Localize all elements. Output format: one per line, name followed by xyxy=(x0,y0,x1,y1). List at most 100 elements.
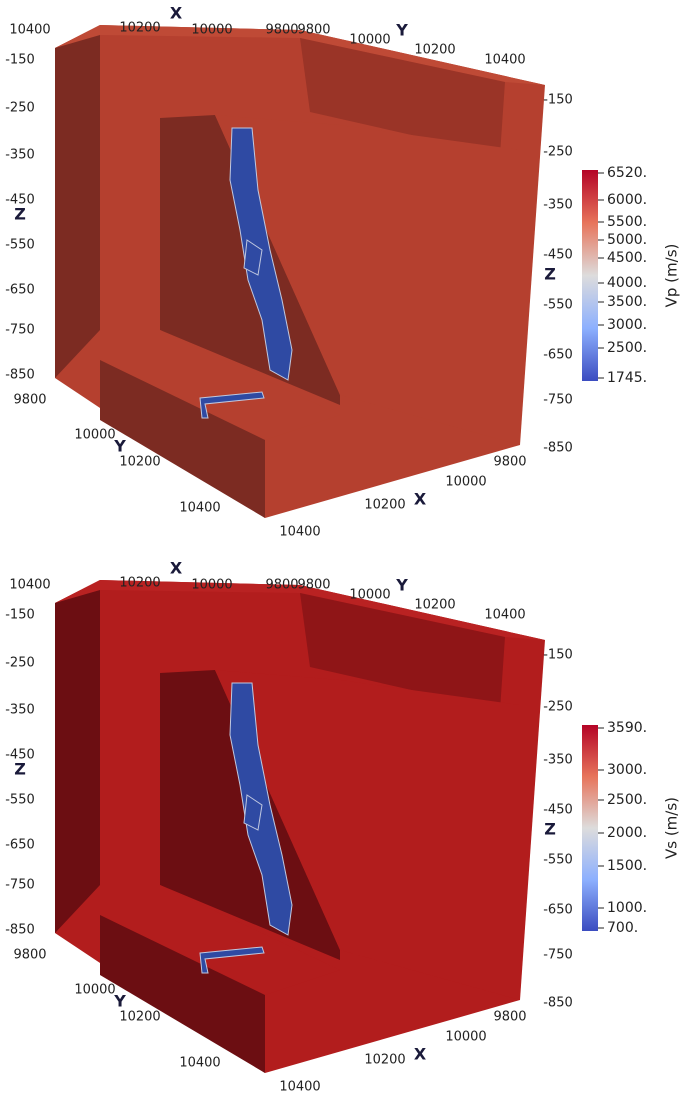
axis-title: Z xyxy=(14,205,26,224)
axis-tick-label: 9800 xyxy=(13,948,46,963)
axis-tick-label: -750 xyxy=(543,393,573,408)
axis-tick-label: 9800 xyxy=(265,578,298,593)
axis-tick-label: 10200 xyxy=(119,576,160,591)
axis-tick-label: 10400 xyxy=(279,525,320,540)
axis-tick-label: 10000 xyxy=(74,428,115,443)
axis-tick-label: 9800 xyxy=(13,393,46,408)
figure: 10400 10200 10000 9800 X 9800 10000 10200 10400 Y… xyxy=(0,0,688,1103)
axis-tick-label: 10000 xyxy=(349,588,390,603)
colorbar-tick-label: 1000. xyxy=(607,900,647,916)
axis-title: Z xyxy=(14,760,26,779)
axis-tick-label: 10200 xyxy=(119,21,160,36)
colorbar-tick-label: 2500. xyxy=(607,792,647,808)
axis-tick-label: -550 xyxy=(5,793,35,808)
axis-tick-label: -650 xyxy=(5,838,35,853)
axis-title: Z xyxy=(544,265,556,284)
axis-tick-label: -450 xyxy=(543,803,573,818)
axis-tick-label: 10200 xyxy=(364,498,405,513)
colorbar-tick-label: 2500. xyxy=(607,340,647,356)
panel: 10400 10200 10000 9800 X 9800 10000 10200 10400 Y… xyxy=(5,4,680,540)
axis-tick-label: -650 xyxy=(543,348,573,363)
axis-tick-label: 10400 xyxy=(484,53,525,68)
axis-tick-label: 10200 xyxy=(364,1053,405,1068)
axis-tick-label: -850 xyxy=(5,368,35,383)
axis-tick-label: 10400 xyxy=(179,1056,220,1071)
colorbar-tick-label: 1745. xyxy=(607,370,647,386)
axis-title: Z xyxy=(544,820,556,839)
colorbar-tick-label: 3500. xyxy=(607,294,647,310)
axis-tick-label: 10000 xyxy=(191,23,232,38)
axis-tick-label: 9800 xyxy=(493,1010,526,1025)
axis-tick-label: -250 xyxy=(543,700,573,715)
colorbar xyxy=(582,170,598,381)
axis-tick-label: -750 xyxy=(5,878,35,893)
axis-title: Y xyxy=(113,992,126,1011)
axis-title: X xyxy=(414,490,427,509)
axis-tick-label: 10400 xyxy=(9,23,50,38)
axis-title: X xyxy=(170,4,183,23)
colorbar-title: Vs (m/s) xyxy=(663,797,681,859)
axis-tick-label: 9800 xyxy=(297,578,330,593)
axis-tick-label: -650 xyxy=(543,903,573,918)
axis-tick-label: 9800 xyxy=(297,23,330,38)
axis-tick-label: -650 xyxy=(5,283,35,298)
axis-tick-label: -150 xyxy=(543,93,573,108)
axis-title: X xyxy=(170,559,183,578)
axis-tick-label: 10400 xyxy=(179,501,220,516)
axis-tick-label: -850 xyxy=(543,996,573,1011)
colorbar-tick-label: 6000. xyxy=(607,192,647,208)
axis-tick-label: -350 xyxy=(543,753,573,768)
axis-tick-label: 10000 xyxy=(445,475,486,490)
colorbar-tick-label: 700. xyxy=(607,920,638,936)
axis-tick-label: -350 xyxy=(5,703,35,718)
colorbar-tick-label: 3590. xyxy=(607,720,647,736)
axis-title: X xyxy=(414,1045,427,1064)
axis-tick-label: 10200 xyxy=(119,455,160,470)
colorbar xyxy=(582,725,598,931)
colorbar-tick-label: 6520. xyxy=(607,165,647,181)
axis-tick-label: -550 xyxy=(543,298,573,313)
left-face xyxy=(55,30,100,378)
axis-tick-label: -550 xyxy=(543,853,573,868)
axis-tick-label: 9800 xyxy=(265,23,298,38)
colorbar-tick-label: 3000. xyxy=(607,317,647,333)
axis-tick-label: 10000 xyxy=(349,33,390,48)
axis-tick-label: 10200 xyxy=(414,598,455,613)
axis-title: Y xyxy=(395,21,408,40)
axis-tick-label: -850 xyxy=(5,923,35,938)
axis-tick-label: 9800 xyxy=(493,455,526,470)
colorbar-tick-label: 4500. xyxy=(607,250,647,266)
axis-tick-label: 10200 xyxy=(414,43,455,58)
colorbar-tick-label: 1500. xyxy=(607,858,647,874)
axis-tick-label: -350 xyxy=(543,198,573,213)
colorbar-tick-label: 3000. xyxy=(607,762,647,778)
axis-tick-label: 10000 xyxy=(191,578,232,593)
colorbar-tick-label: 5000. xyxy=(607,232,647,248)
colorbar-tick-label: 4000. xyxy=(607,275,647,291)
axis-tick-label: 10000 xyxy=(74,983,115,998)
axis-tick-label: -750 xyxy=(5,323,35,338)
axis-title: Y xyxy=(113,437,126,456)
axis-tick-label: -150 xyxy=(5,53,35,68)
panel: 10400 10200 10000 9800 X 9800 10000 10200 10400 Y… xyxy=(5,559,680,1095)
axis-tick-label: -850 xyxy=(543,441,573,456)
axis-tick-label: -250 xyxy=(5,101,35,116)
colorbar-tick-label: 2000. xyxy=(607,825,647,841)
axis-tick-label: -150 xyxy=(543,648,573,663)
colorbar-title: Vp (m/s) xyxy=(663,244,681,308)
axis-tick-label: 10400 xyxy=(9,578,50,593)
axis-tick-label: 10200 xyxy=(119,1010,160,1025)
axis-tick-label: -250 xyxy=(543,145,573,160)
axis-tick-label: -550 xyxy=(5,238,35,253)
axis-tick-label: 10400 xyxy=(279,1080,320,1095)
axis-tick-label: 10400 xyxy=(484,608,525,623)
left-face xyxy=(55,585,100,933)
colorbar-tick-label: 5500. xyxy=(607,214,647,230)
axis-tick-label: -250 xyxy=(5,656,35,671)
axis-tick-label: -350 xyxy=(5,148,35,163)
axis-tick-label: -750 xyxy=(543,948,573,963)
axis-title: Y xyxy=(395,576,408,595)
axis-tick-label: -450 xyxy=(543,248,573,263)
axis-tick-label: -150 xyxy=(5,608,35,623)
axis-tick-label: 10000 xyxy=(445,1030,486,1045)
